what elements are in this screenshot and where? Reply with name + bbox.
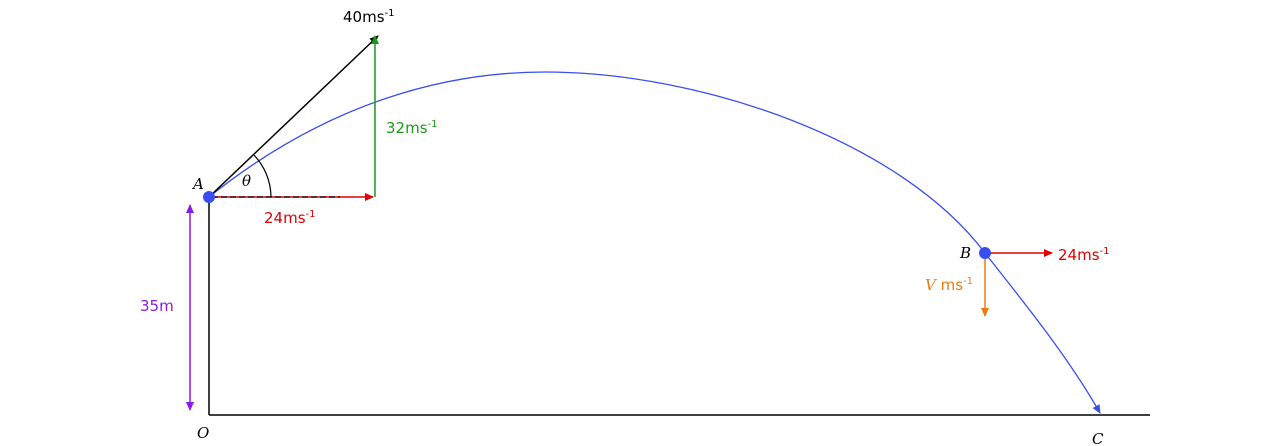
label-text: 32ms [386, 119, 428, 137]
label-text: 24ms [1058, 246, 1100, 264]
point-label: A [191, 175, 204, 193]
label-symbol: V [925, 276, 938, 294]
point-label: C [1092, 430, 1104, 446]
label-text: 24ms [264, 209, 306, 227]
point-b-dot [979, 247, 991, 259]
velocity-label: 32ms-1 [386, 119, 438, 137]
label-sup: -1 [963, 276, 973, 287]
angle-label: θ [242, 172, 251, 190]
velocity-label: 40ms-1 [343, 8, 395, 26]
label-sup: -1 [428, 119, 438, 130]
height-label: 35m [140, 297, 174, 315]
label-sup: -1 [306, 209, 316, 220]
velocity-label: 24ms-1 [264, 209, 316, 227]
label-text: 40ms [343, 8, 385, 26]
trajectory [208, 71, 1101, 414]
velocity-label: 24ms-1 [1058, 246, 1110, 264]
velocity-label: V ms-1 [925, 276, 973, 294]
launch-velocity-arrow [208, 35, 379, 198]
label-sup: -1 [1100, 246, 1110, 257]
angle-arc [253, 154, 272, 198]
label-sup: -1 [385, 8, 395, 19]
point-a-dot [203, 191, 215, 203]
label-text: ms [936, 276, 963, 294]
point-label: B [959, 244, 971, 262]
point-label: O [197, 424, 209, 442]
